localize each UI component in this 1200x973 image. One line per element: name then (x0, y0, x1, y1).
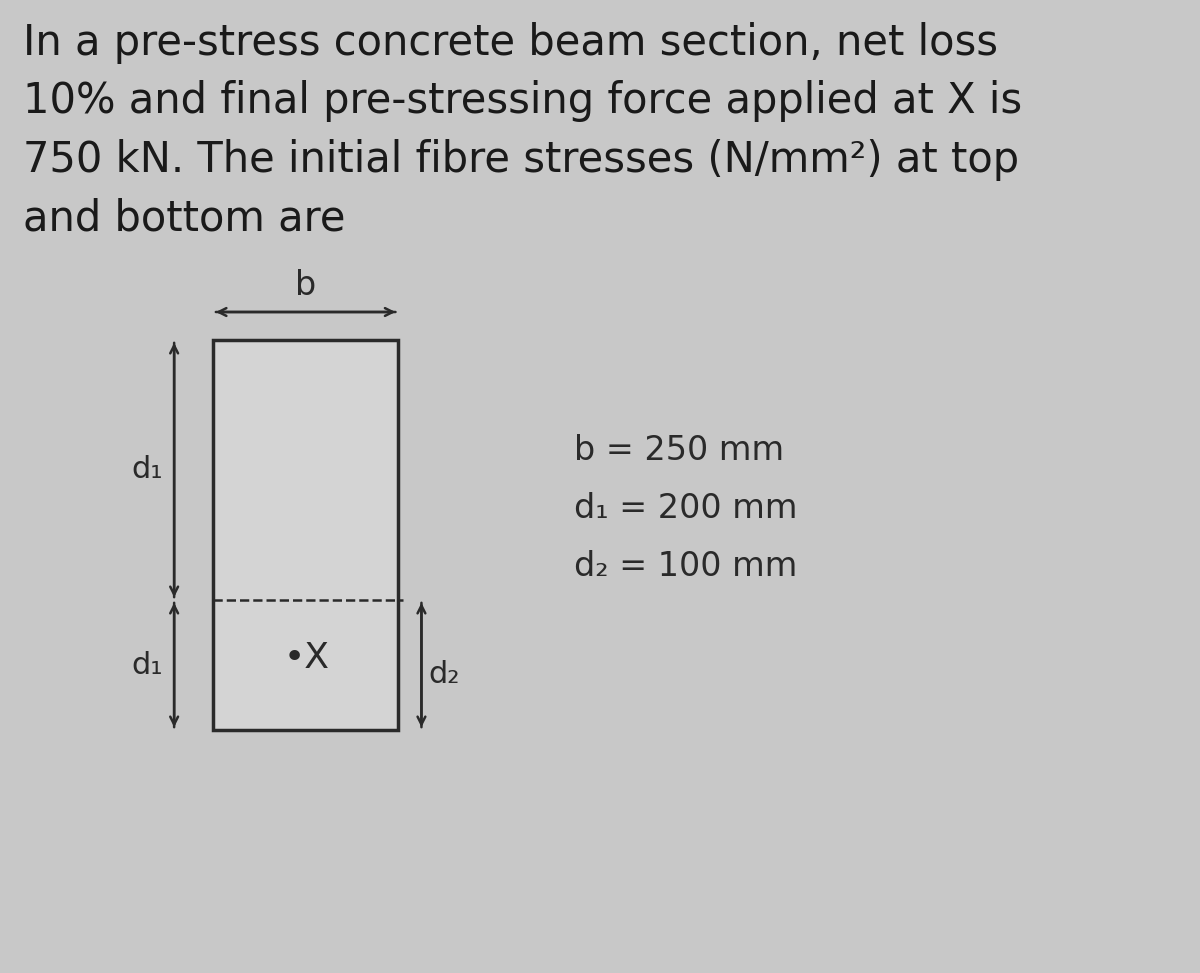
Text: d₁ = 200 mm: d₁ = 200 mm (575, 491, 798, 524)
Text: b: b (295, 269, 317, 302)
Bar (214, 340, 398, 730)
Text: b = 250 mm: b = 250 mm (575, 434, 785, 466)
Text: d₂: d₂ (428, 660, 461, 689)
Text: •X: •X (283, 641, 330, 675)
Text: d₁: d₁ (132, 651, 163, 679)
Text: d₁: d₁ (132, 455, 163, 485)
Text: d₂ = 100 mm: d₂ = 100 mm (575, 550, 798, 583)
Text: In a pre-stress concrete beam section, net loss
10% and final pre-stressing forc: In a pre-stress concrete beam section, n… (23, 22, 1022, 239)
